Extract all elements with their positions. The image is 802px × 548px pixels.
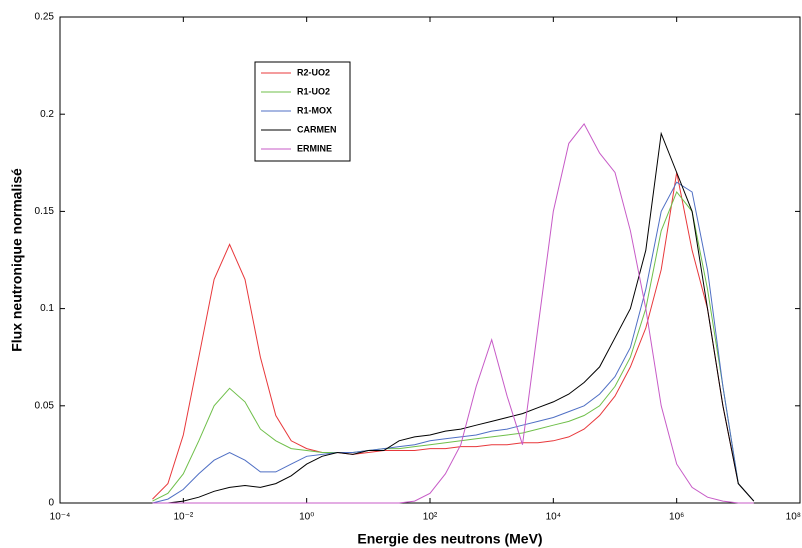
series-line <box>152 131 755 504</box>
x-tick-label: 10⁶ <box>669 512 684 523</box>
series-line <box>152 181 755 504</box>
x-tick-label: 10⁸ <box>786 512 801 523</box>
y-tick-label: 0.1 <box>40 303 54 314</box>
x-tick-label: 10⁰ <box>299 512 314 523</box>
legend-label: R1-UO2 <box>297 86 330 96</box>
legend-label: CARMEN <box>297 124 337 134</box>
y-tick-label: 0.2 <box>40 109 54 120</box>
x-axis-title: Energie des neutrons (MeV) <box>357 531 542 547</box>
series-line <box>152 172 755 502</box>
y-axis-title: Flux neutronique normalisé <box>9 168 25 352</box>
x-tick-label: 10⁻⁴ <box>50 512 71 523</box>
x-tick-label: 10² <box>423 512 438 523</box>
x-tick-label: 10⁻² <box>173 512 193 523</box>
y-tick-label: 0.05 <box>35 400 55 411</box>
series-line <box>152 191 755 502</box>
legend-label: R1-MOX <box>297 105 332 115</box>
legend-label: ERMINE <box>297 143 332 153</box>
legend-label: R2-UO2 <box>297 67 330 77</box>
y-tick-label: 0.15 <box>35 206 55 217</box>
series-line <box>152 122 754 504</box>
x-tick-label: 10⁴ <box>546 512 561 523</box>
legend: R2-UO2 R1-UO2 R1-MOX CARMEN ERMINE <box>254 61 351 162</box>
y-tick-label: 0 <box>48 498 54 509</box>
y-tick-label: 0.25 <box>35 12 55 23</box>
